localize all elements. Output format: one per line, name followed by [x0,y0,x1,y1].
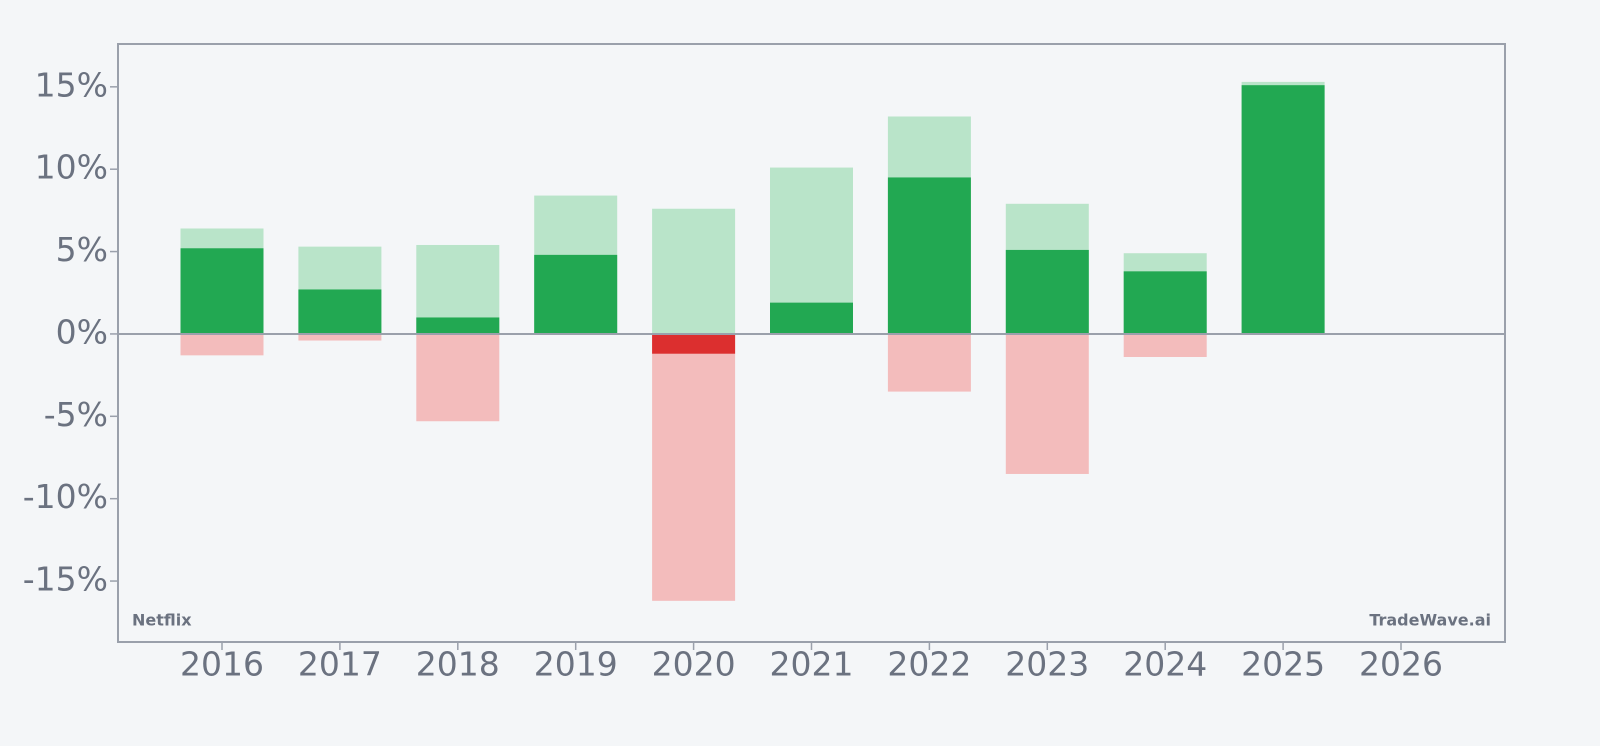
bar [1241,85,1325,334]
x-tick-label: 2023 [1005,645,1089,684]
x-tick-label: 2018 [416,645,500,684]
y-tick-label: 5% [56,230,108,269]
bar [416,317,500,334]
bar [1123,271,1207,334]
x-tick-label: 2026 [1359,645,1443,684]
bar [887,177,971,334]
x-tick-label: 2017 [298,645,382,684]
bar [416,333,500,422]
bar [180,248,264,334]
y-tick-label: -5% [44,395,108,434]
bar [887,333,971,392]
x-tick-label: 2022 [887,645,971,684]
y-tick-label: 15% [35,65,108,104]
bar [652,208,736,334]
bar [770,302,853,334]
bar [1123,333,1207,358]
y-tick-label: -10% [23,477,108,516]
bar [1005,249,1089,334]
bar [652,333,736,601]
bar [534,254,618,334]
x-tick-label: 2021 [770,645,854,684]
x-tick-label: 2025 [1241,645,1325,684]
y-tick-label: 10% [35,148,108,187]
bar [180,333,264,356]
bar [652,333,736,354]
bar [1005,333,1089,474]
bar [298,289,382,334]
source-label: Netflix [132,611,192,630]
x-tick-label: 2020 [652,645,736,684]
plot-frame [117,43,1506,643]
y-tick-label: -15% [23,560,108,599]
brand-label: TradeWave.ai [1369,611,1491,630]
x-tick-label: 2024 [1123,645,1207,684]
bar [298,333,382,341]
x-tick-label: 2019 [534,645,618,684]
y-tick-label: 0% [56,312,108,351]
x-tick-label: 2016 [180,645,264,684]
